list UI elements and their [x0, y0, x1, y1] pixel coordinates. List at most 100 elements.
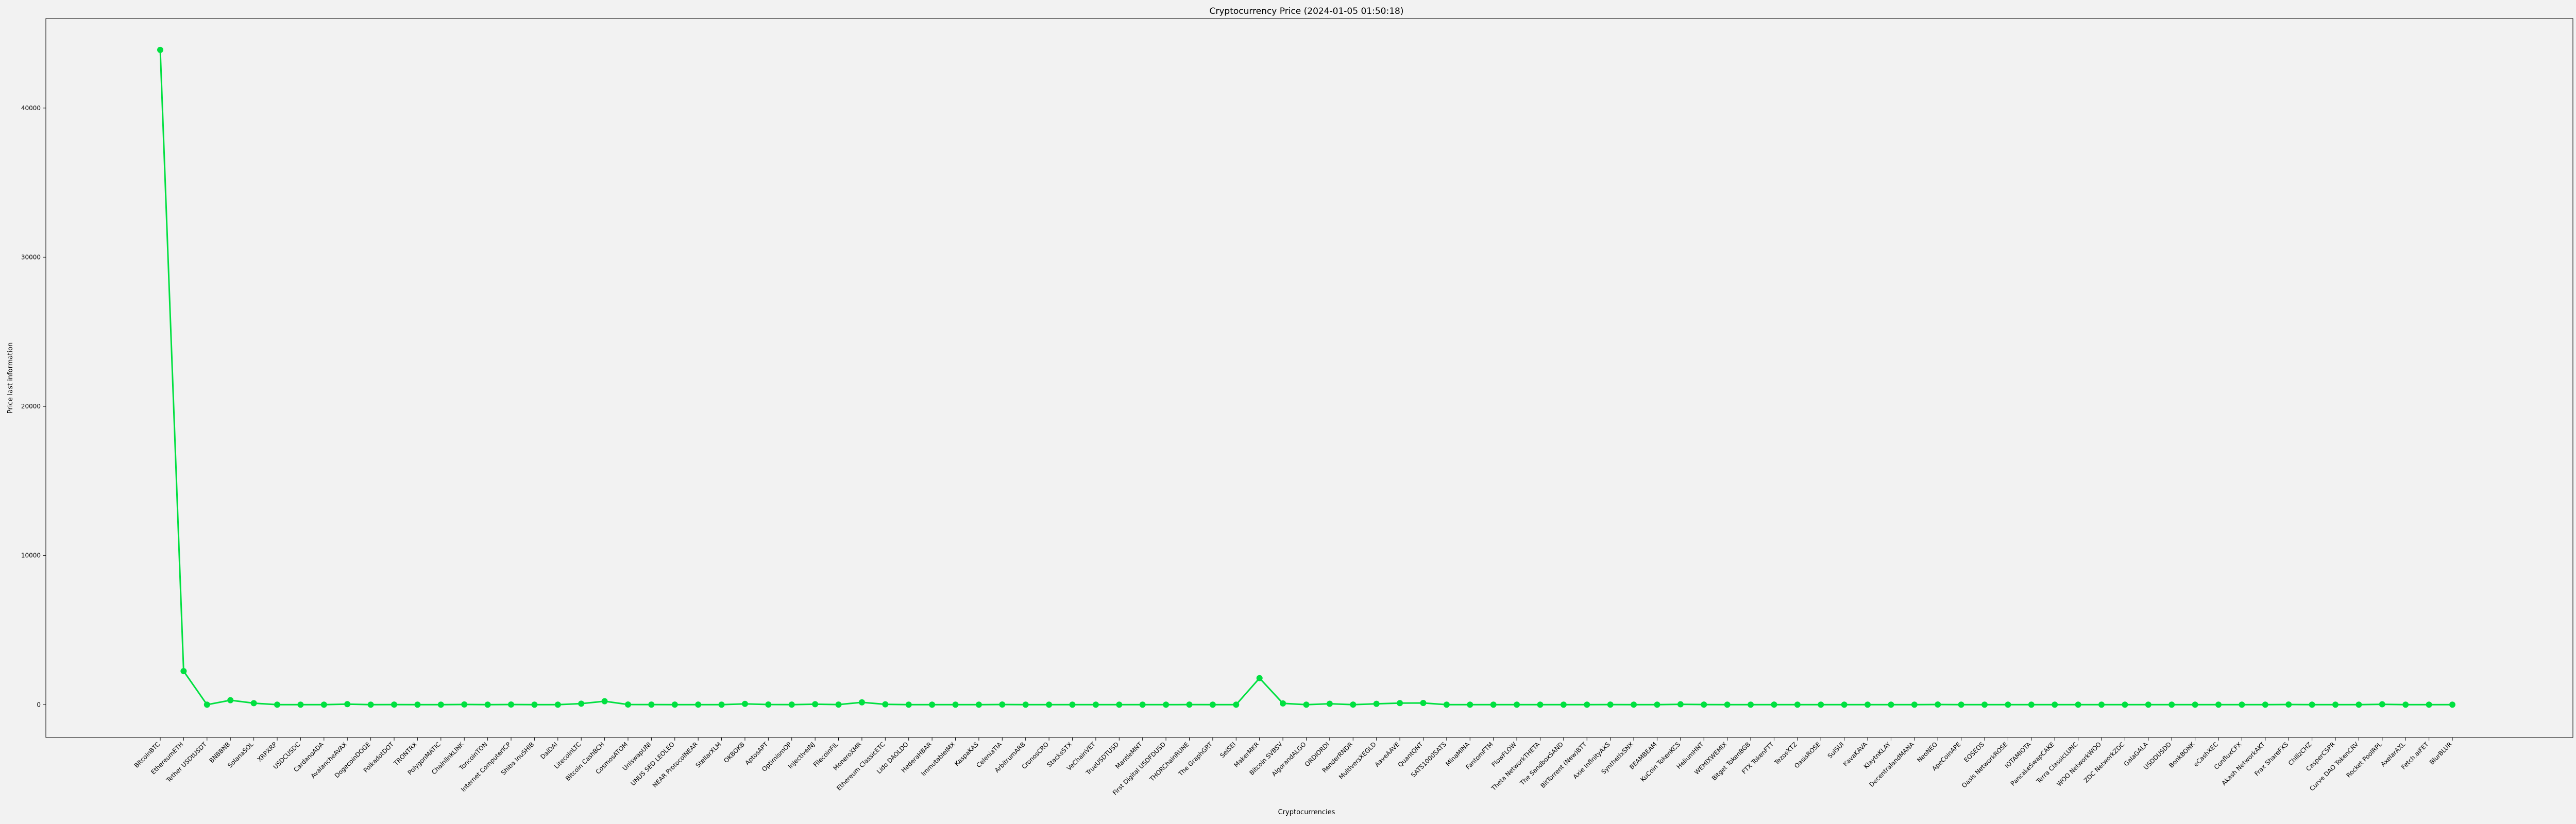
data-point	[788, 701, 795, 708]
data-point	[1818, 701, 1824, 708]
data-point	[2239, 701, 2245, 708]
data-point	[2285, 701, 2292, 708]
data-point	[1256, 675, 1263, 681]
data-point	[2098, 701, 2105, 708]
plot-area	[45, 18, 2573, 738]
data-point	[250, 700, 257, 707]
data-point	[1677, 701, 1684, 708]
data-point	[1139, 701, 1146, 708]
x-axis-label: Cryptocurrencies	[1278, 809, 1335, 816]
data-point	[437, 701, 444, 708]
data-point	[1888, 701, 1894, 708]
data-point	[1209, 701, 1216, 708]
data-point	[2426, 701, 2432, 708]
data-point	[2168, 701, 2175, 708]
data-point	[671, 701, 678, 708]
data-point	[2052, 701, 2058, 708]
y-tick-label: 0	[37, 701, 41, 708]
data-point	[274, 701, 280, 708]
data-point	[204, 701, 210, 708]
data-point	[1560, 701, 1567, 708]
data-point	[1233, 701, 1240, 708]
data-point	[2379, 701, 2385, 708]
data-point	[882, 701, 889, 708]
data-point	[1443, 701, 1450, 708]
data-point	[929, 701, 936, 708]
data-point	[2122, 701, 2128, 708]
data-point	[601, 698, 608, 705]
data-point	[695, 701, 702, 708]
chart-title: Cryptocurrency Price (2024-01-05 01:50:1…	[1210, 6, 1404, 16]
data-point	[2332, 701, 2339, 708]
data-point	[1935, 701, 1941, 708]
data-point	[858, 699, 865, 706]
data-point	[1911, 701, 1918, 708]
y-tick-label: 10000	[21, 552, 41, 559]
data-point	[2005, 701, 2011, 708]
data-point	[648, 701, 655, 708]
data-point	[2449, 701, 2455, 708]
data-point	[1373, 700, 1380, 707]
data-point	[1865, 701, 1871, 708]
data-point	[2192, 701, 2198, 708]
data-point	[180, 668, 187, 675]
data-point	[227, 697, 234, 703]
data-point	[1022, 701, 1029, 708]
data-point	[391, 701, 397, 708]
data-point	[1116, 701, 1123, 708]
data-point	[1467, 701, 1473, 708]
data-point	[1514, 701, 1520, 708]
data-point	[999, 701, 1006, 708]
data-point	[1841, 701, 1848, 708]
data-point	[1046, 701, 1053, 708]
data-point	[1701, 701, 1707, 708]
data-point	[1326, 700, 1333, 707]
y-axis-label: Price last information	[7, 342, 14, 414]
data-point	[765, 701, 772, 708]
data-point	[1607, 701, 1614, 708]
price-series	[157, 46, 2455, 708]
data-point	[1186, 701, 1193, 708]
data-point	[1724, 701, 1731, 708]
data-point	[1092, 701, 1099, 708]
data-point	[554, 701, 561, 708]
data-point	[1537, 701, 1544, 708]
y-axis: 0 10000 20000 30000 40000	[21, 105, 46, 708]
data-point	[484, 701, 491, 708]
data-point	[461, 701, 468, 708]
data-point	[2355, 701, 2362, 708]
data-point	[2145, 701, 2151, 708]
data-point	[1958, 701, 1964, 708]
data-point	[297, 701, 304, 708]
data-point	[975, 701, 982, 708]
data-point	[2309, 701, 2315, 708]
data-point	[1420, 699, 1427, 706]
data-point	[1350, 701, 1357, 708]
data-point	[812, 701, 819, 708]
data-point	[1748, 701, 1754, 708]
data-point	[507, 701, 514, 708]
data-point	[741, 700, 748, 707]
data-point	[1794, 701, 1801, 708]
data-point	[952, 701, 959, 708]
data-point	[2028, 701, 2035, 708]
data-point	[2075, 701, 2081, 708]
data-point	[835, 701, 842, 708]
data-point	[1280, 700, 1286, 707]
data-point	[624, 701, 631, 708]
data-point	[578, 700, 585, 707]
data-point	[367, 701, 374, 708]
data-point	[1654, 701, 1660, 708]
data-point	[905, 701, 912, 708]
data-point	[2402, 701, 2409, 708]
data-point	[344, 701, 351, 708]
data-point	[1981, 701, 1988, 708]
data-point	[1631, 701, 1637, 708]
data-point	[2215, 701, 2222, 708]
data-point	[1490, 701, 1497, 708]
data-point	[1584, 701, 1590, 708]
data-point	[1771, 701, 1777, 708]
data-point	[1397, 700, 1403, 707]
